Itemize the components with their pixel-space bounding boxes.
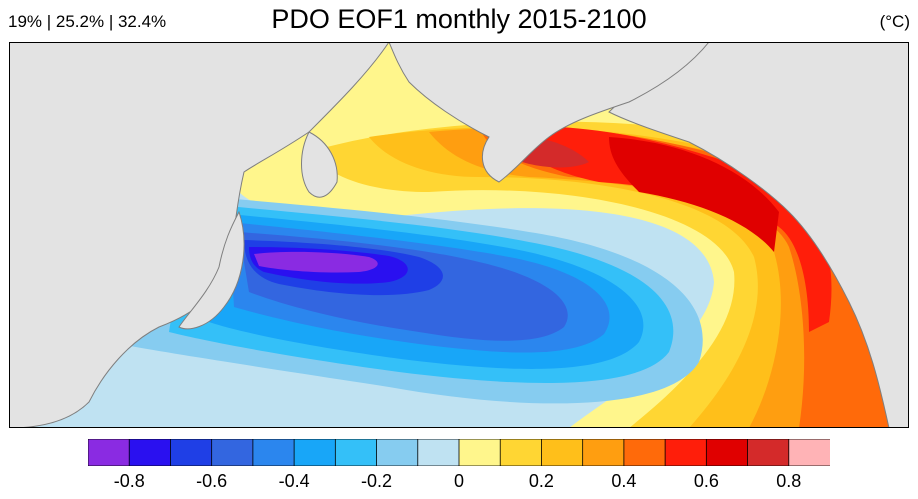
colorbar-swatch bbox=[376, 439, 419, 466]
colorbar-tick-label: 0.2 bbox=[528, 471, 554, 491]
japan-islands bbox=[178, 210, 245, 330]
colorbar-swatch bbox=[252, 439, 296, 466]
colorbar-swatch bbox=[128, 439, 172, 466]
colorbar-swatch bbox=[170, 439, 213, 466]
colorbar-swatch bbox=[664, 439, 708, 466]
colorbar-swatch bbox=[458, 439, 502, 466]
colorbar-swatch bbox=[788, 439, 830, 466]
kamchatka bbox=[301, 131, 338, 198]
variance-stats: 19% | 25.2% | 32.4% bbox=[8, 12, 167, 31]
colorbar-tick-label: -0.4 bbox=[278, 471, 310, 491]
colorbar-tick-label: -0.2 bbox=[361, 471, 393, 491]
colorbar-tick-label: 0 bbox=[453, 471, 464, 491]
warm-band-dark-red bbox=[609, 137, 779, 252]
map-frame bbox=[9, 42, 909, 428]
colorbar-tick-label: -0.8 bbox=[113, 471, 145, 491]
colorbar-tick-label: 0.6 bbox=[693, 471, 719, 491]
colorbar-swatch bbox=[417, 439, 460, 466]
colorbar-swatch bbox=[582, 439, 625, 466]
colorbar-swatch bbox=[623, 439, 667, 466]
colorbar-tick-label: -0.6 bbox=[196, 471, 228, 491]
alaska-peninsula bbox=[388, 42, 710, 183]
colorbar-swatch bbox=[211, 439, 254, 466]
colorbar-swatch bbox=[541, 439, 584, 466]
colorbar-swatch bbox=[705, 439, 749, 466]
colorbar-swatch bbox=[334, 439, 378, 466]
map-title: PDO EOF1 monthly 2015-2100 bbox=[271, 4, 647, 34]
colorbar-swatch bbox=[747, 439, 790, 466]
units-label: (°C) bbox=[879, 12, 910, 31]
colorbar-tick-label: 0.4 bbox=[611, 471, 637, 491]
colorbar bbox=[88, 439, 830, 466]
pdo-map bbox=[9, 42, 909, 428]
colorbar-swatch bbox=[499, 439, 543, 466]
colorbar-swatch bbox=[88, 439, 131, 466]
colorbar-swatch bbox=[293, 439, 337, 466]
colorbar-tick-label: 0.8 bbox=[776, 471, 802, 491]
cold-core-kuroshio bbox=[254, 251, 378, 273]
